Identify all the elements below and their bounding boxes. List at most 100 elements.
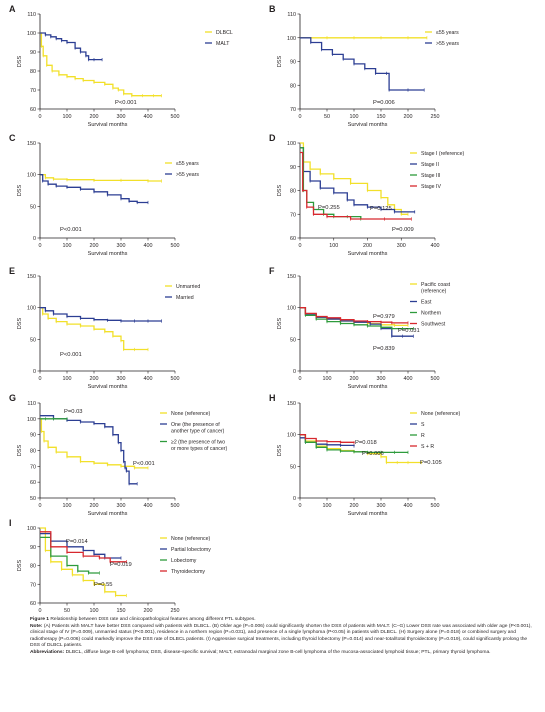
x-tick-label: 100: [63, 503, 72, 509]
survival-curve-2: [300, 38, 424, 90]
y-tick-label: 80: [290, 83, 296, 89]
p-value-label: P=0.014: [66, 539, 89, 545]
legend-label: Partial lobectomy: [171, 547, 211, 553]
x-tick-label: 50: [324, 114, 330, 120]
panel-e: E0501001500 100 200 300 400 500Survival month…: [9, 266, 200, 390]
x-axis-label: Survival months: [348, 251, 388, 257]
x-tick-label: 0: [39, 503, 42, 509]
x-tick-label: 0: [299, 243, 302, 249]
y-tick-label: 110: [27, 12, 36, 18]
y-tick-label: 60: [30, 107, 36, 113]
y-tick-label: 100: [287, 433, 296, 439]
panel-h: H 0 50 100 150 0 100 200 300 400 500 Survival month…: [269, 393, 460, 517]
legend-label: Thyroidectomy: [171, 569, 205, 575]
x-tick-label: 200: [90, 376, 99, 382]
y-tick-label: 100: [27, 417, 36, 423]
panel-letter: F: [269, 266, 275, 276]
legend-label: ≥2 (the presence of two or more types of …: [171, 440, 227, 453]
x-tick-label: 100: [329, 243, 338, 249]
panel-letter: G: [9, 393, 16, 403]
legend-label: >55 years: [436, 41, 459, 47]
p-value-label: P=0.979: [373, 314, 395, 320]
caption-title: Relationship between DSS rate and clinic…: [50, 617, 255, 622]
x-tick-label: 500: [171, 503, 180, 509]
p-value-label: P=0.839: [373, 346, 395, 352]
y-tick-label: 70: [30, 464, 36, 470]
x-tick-label: 400: [404, 376, 413, 382]
y-tick-label: 150: [27, 274, 36, 280]
p-value-label: P=0.009: [392, 227, 414, 233]
x-tick-label: 300: [117, 376, 126, 382]
y-tick-label: 100: [287, 36, 296, 42]
p-value-label: P=0.125: [370, 206, 392, 212]
legend-label: One (the presence of another type of canc…: [171, 422, 225, 435]
legend-label: None (reference): [171, 536, 210, 542]
y-tick-label: 100: [27, 173, 36, 179]
panel-f: F 0 50 100 150 0 100 200 300 400 500 Survival month…: [269, 266, 451, 390]
x-tick-label: 200: [90, 114, 99, 120]
x-tick-label: 0: [299, 503, 302, 509]
y-tick-label: 90: [30, 545, 36, 551]
survival-curve-1: [40, 175, 162, 181]
figure-caption: Figure 1 Relationship between DSS rate a…: [30, 617, 538, 657]
legend-label: ≤55 years: [436, 30, 459, 36]
x-tick-label: 200: [144, 608, 153, 614]
x-tick-label: 200: [90, 503, 99, 509]
panel-i: I60708090100050100150200250Survival mont…: [9, 518, 211, 615]
y-tick-label: 110: [287, 12, 296, 18]
panel-g: G50607080901001100 100 200 300 400 500Surviva…: [9, 393, 227, 517]
x-tick-label: 500: [431, 503, 440, 509]
y-tick-label: 60: [30, 480, 36, 486]
x-axis-label: Survival months: [348, 122, 388, 128]
legend-label: Stage I (reference): [421, 151, 465, 157]
survival-curve-1: [300, 435, 422, 463]
y-tick-label: 90: [290, 165, 296, 171]
survival-curve-2: [300, 148, 415, 212]
caption-title-bold: Figure 1: [30, 617, 49, 622]
x-axis-label: Survival months: [348, 511, 388, 517]
caption-note-label: Note:: [30, 624, 43, 629]
x-axis-label: Survival months: [88, 251, 128, 257]
x-axis-label: Survival months: [88, 122, 128, 128]
p-value-label: P=0.019: [110, 562, 132, 568]
survival-curve-2: [40, 416, 137, 484]
panel-c: C 0 50 100 150 0 100 200 300 400 500 Survival month…: [9, 133, 199, 257]
legend-label: None (reference): [171, 411, 210, 417]
legend-label: Unmarried: [176, 284, 200, 290]
x-tick-label: 100: [90, 608, 99, 614]
y-tick-label: 70: [290, 212, 296, 218]
y-tick-label: 150: [287, 274, 296, 280]
y-tick-label: 150: [27, 141, 36, 147]
y-tick-label: 50: [290, 464, 296, 470]
y-tick-label: 0: [293, 496, 296, 502]
p-value-label: P<0.001: [60, 227, 82, 233]
x-tick-label: 300: [397, 243, 406, 249]
x-tick-label: 500: [171, 114, 180, 120]
legend-label: Stage IV: [421, 184, 441, 190]
x-tick-label: 50: [64, 608, 70, 614]
x-tick-label: 400: [404, 503, 413, 509]
legend-label: East: [421, 300, 432, 306]
legend-label: Lobectomy: [171, 558, 197, 564]
y-tick-label: 70: [30, 582, 36, 588]
y-tick-label: 80: [30, 449, 36, 455]
x-axis-label: Survival months: [88, 384, 128, 390]
panel-a: A 60 70 80 90 100 110 0 100 200 300 400 500 Survival …: [9, 4, 233, 128]
x-tick-label: 400: [144, 376, 153, 382]
y-axis-label: DSS: [17, 184, 23, 196]
x-tick-label: 100: [63, 243, 72, 249]
y-tick-label: 0: [33, 236, 36, 242]
panel-d: D 60 70 80 90 100 0 100 200 300 400 Survival months…: [269, 133, 465, 257]
y-tick-label: 0: [33, 369, 36, 375]
x-tick-label: 100: [63, 376, 72, 382]
legend-label: DLBCL: [216, 30, 233, 36]
survival-curve-2: [300, 308, 413, 337]
y-tick-label: 100: [27, 526, 36, 532]
p-value-label: P<0.001: [60, 352, 82, 358]
x-tick-label: 0: [39, 608, 42, 614]
legend-label: Stage II: [421, 162, 439, 168]
x-tick-label: 0: [39, 243, 42, 249]
caption-note: (A) Patients with MALT have better DSS c…: [30, 624, 532, 648]
x-tick-label: 400: [144, 503, 153, 509]
